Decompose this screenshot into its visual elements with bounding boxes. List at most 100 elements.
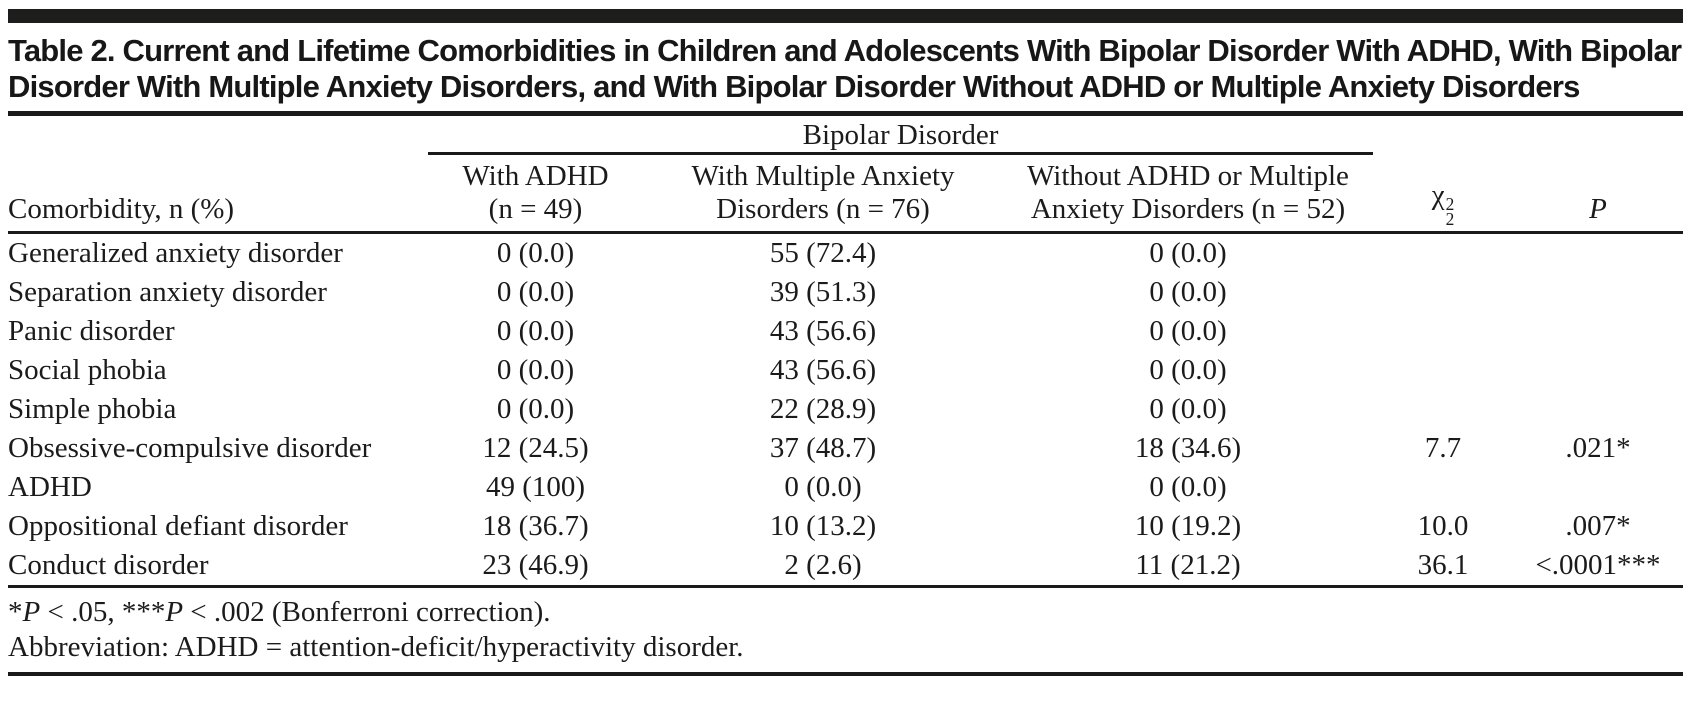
cell-adhd: 0 (0.0)	[496, 393, 575, 425]
title-divider-rule	[8, 111, 1683, 116]
comorbidity-table: Bipolar Disorder Comorbidity, n (%) With…	[8, 118, 1684, 588]
column-header-line2: Anxiety Disorders (n = 52)	[1030, 193, 1346, 225]
cell-anxiety: 39 (51.3)	[769, 276, 877, 308]
column-header-without-adhd: Without ADHD or Multiple Anxiety Disorde…	[1003, 153, 1374, 234]
cell-adhd: 0 (0.0)	[496, 276, 575, 308]
column-header-comorbidity: Comorbidity, n (%)	[8, 153, 428, 234]
cell-anxiety: 0 (0.0)	[784, 471, 862, 503]
table-row-conduct-disorder: Conduct disorder 23 (46.9) 2 (2.6) 11 (2…	[8, 546, 1684, 588]
table-body: Generalized anxiety disorder 0 (0.0) 55 …	[8, 233, 1684, 588]
cell-without: 11 (21.2)	[1003, 546, 1374, 588]
top-rule-bar	[8, 9, 1683, 23]
cell-adhd: 0 (0.0)	[496, 315, 575, 347]
cell-without: 0 (0.0)	[1149, 276, 1227, 308]
cell-chi	[1373, 312, 1513, 351]
cell-anxiety: 22 (28.9)	[769, 393, 877, 425]
cell-chi: 10.0	[1417, 510, 1469, 542]
table-row-simple-phobia: Simple phobia 0 (0.0) 22 (28.9) 0 (0.0)	[8, 390, 1683, 429]
cell-p: <.0001***	[1513, 546, 1684, 588]
row-label: Social phobia	[8, 354, 167, 386]
cell-adhd: 49 (100)	[485, 471, 586, 503]
column-header-line1: Without ADHD or Multiple	[1027, 160, 1349, 192]
group-header-spacer-p	[1513, 118, 1683, 154]
row-label: Oppositional defiant disorder	[8, 510, 348, 542]
footnote-text: < .05,	[40, 596, 122, 628]
cell-adhd: 0 (0.0)	[496, 354, 575, 386]
table-title: Table 2. Current and Lifetime Comorbidit…	[8, 33, 1682, 104]
table-row-panic-disorder: Panic disorder 0 (0.0) 43 (56.6) 0 (0.0)	[8, 312, 1683, 351]
column-header-line2: Disorders (n = 76)	[716, 193, 930, 225]
footnote-abbreviation: Abbreviation: ADHD = attention-deficit/h…	[8, 631, 744, 663]
cell-anxiety: 43 (56.6)	[769, 315, 877, 347]
cell-p	[1513, 351, 1683, 390]
table-row-ocd: Obsessive-compulsive disorder 12 (24.5) …	[8, 429, 1683, 468]
row-label: Conduct disorder	[8, 546, 428, 588]
cell-p	[1513, 468, 1683, 507]
group-header-row: Bipolar Disorder	[8, 118, 1683, 155]
cell-without: 0 (0.0)	[1149, 471, 1227, 503]
footnote-star: *	[8, 596, 23, 628]
cell-chi	[1373, 390, 1513, 429]
column-header-line1: With ADHD	[462, 160, 609, 192]
column-header-with-adhd: With ADHD (n = 49)	[428, 153, 643, 234]
cell-chi	[1373, 233, 1513, 274]
cell-adhd: 0 (0.0)	[496, 237, 575, 269]
cell-adhd: 12 (24.5)	[482, 432, 589, 464]
table-header: Bipolar Disorder Comorbidity, n (%) With…	[8, 118, 1684, 234]
cell-chi: 7.7	[1424, 432, 1462, 464]
group-header-bipolar-disorder: Bipolar Disorder	[428, 118, 1374, 155]
cell-anxiety: 43 (56.6)	[769, 354, 877, 386]
cell-p	[1513, 390, 1683, 429]
cell-anxiety: 2 (2.6)	[643, 546, 1003, 588]
row-label: ADHD	[8, 471, 92, 503]
column-header-line1: With Multiple Anxiety	[691, 160, 955, 192]
column-header-row: Comorbidity, n (%) With ADHD (n = 49) Wi…	[8, 153, 1684, 234]
row-label: Separation anxiety disorder	[8, 276, 327, 308]
cell-chi	[1373, 351, 1513, 390]
table-row-social-phobia: Social phobia 0 (0.0) 43 (56.6) 0 (0.0)	[8, 351, 1683, 390]
cell-without: 0 (0.0)	[1149, 315, 1227, 347]
p-header-label: P	[1589, 193, 1607, 225]
chi-symbol: χ	[1431, 178, 1445, 211]
cell-p	[1513, 273, 1683, 312]
row-label: Simple phobia	[8, 393, 177, 425]
cell-without: 10 (19.2)	[1134, 510, 1242, 542]
table-row-adhd: ADHD 49 (100) 0 (0.0) 0 (0.0)	[8, 468, 1683, 507]
cell-p: .007*	[1565, 510, 1631, 542]
cell-adhd: 23 (46.9)	[428, 546, 643, 588]
row-label: Obsessive-compulsive disorder	[8, 432, 372, 464]
cell-anxiety: 10 (13.2)	[769, 510, 877, 542]
stub-header-label: Comorbidity, n (%)	[8, 193, 235, 225]
cell-chi: 36.1	[1373, 546, 1514, 588]
cell-without: 18 (34.6)	[1134, 432, 1242, 464]
cell-p	[1513, 233, 1683, 274]
group-header-spacer-chi	[1373, 118, 1513, 154]
footnote-text: < .002 (Bonferroni correction).	[183, 596, 551, 628]
cell-anxiety: 55 (72.4)	[769, 237, 877, 269]
chi-subscript: 2	[1445, 208, 1455, 229]
cell-p	[1513, 312, 1683, 351]
column-header-multiple-anxiety: With Multiple Anxiety Disorders (n = 76)	[643, 153, 1003, 234]
footnote-p-italic: P	[165, 596, 184, 628]
footnote-p-italic: P	[22, 596, 41, 628]
table-row-oppositional-defiant: Oppositional defiant disorder 18 (36.7) …	[8, 507, 1683, 546]
cell-without: 0 (0.0)	[1149, 354, 1227, 386]
footnote-significance: *P < .05, ***P < .002 (Bonferroni correc…	[8, 595, 1683, 630]
cell-p: .021*	[1565, 432, 1631, 464]
cell-chi	[1373, 468, 1513, 507]
column-header-p-value: P	[1513, 153, 1684, 234]
row-label: Generalized anxiety disorder	[8, 237, 343, 269]
table-footnotes: *P < .05, ***P < .002 (Bonferroni correc…	[8, 588, 1683, 665]
column-header-line2: (n = 49)	[488, 193, 583, 225]
chi-superscript: 2	[1445, 194, 1455, 215]
table-row-generalized-anxiety: Generalized anxiety disorder 0 (0.0) 55 …	[8, 233, 1683, 274]
bottom-rule-bar	[8, 672, 1683, 676]
row-label: Panic disorder	[8, 315, 175, 347]
cell-without: 0 (0.0)	[1149, 393, 1227, 425]
cell-adhd: 18 (36.7)	[482, 510, 589, 542]
group-header-spacer-left	[8, 118, 428, 154]
table-row-separation-anxiety: Separation anxiety disorder 0 (0.0) 39 (…	[8, 273, 1683, 312]
